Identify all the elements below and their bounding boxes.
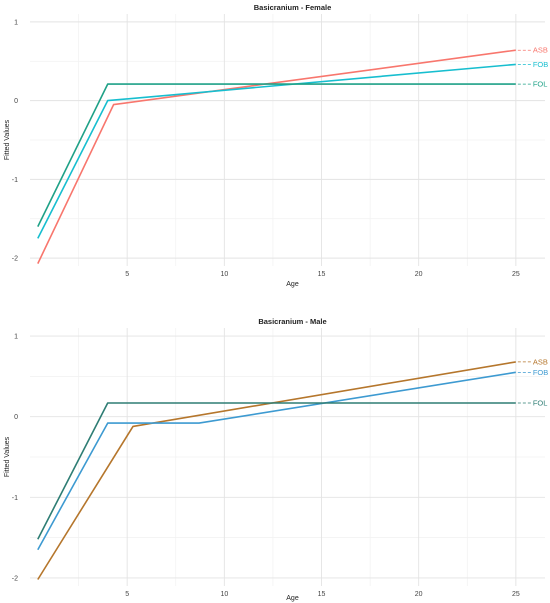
series-line-fob [37, 371, 516, 551]
y-axis-label: Fitted Values [4, 119, 11, 160]
x-tick-label: 25 [512, 591, 520, 598]
series-line-asb [37, 361, 516, 580]
series-label-fob: FOB [533, 60, 548, 69]
y-tick-label: -2 [12, 575, 18, 582]
x-tick-label: 10 [220, 591, 228, 598]
x-tick-label: 15 [318, 271, 326, 278]
series-label-fol: FOL [533, 80, 548, 89]
series-label-asb: ASB [533, 357, 548, 366]
y-tick-label: 1 [14, 334, 18, 341]
series-label-fob: FOB [533, 368, 548, 377]
chart-title: Basicranium - Male [258, 317, 326, 326]
series-line-asb [37, 49, 516, 264]
series-label-asb: ASB [533, 46, 548, 55]
x-tick-label: 10 [220, 271, 228, 278]
x-tick-label: 25 [512, 271, 520, 278]
x-tick-label: 5 [125, 271, 129, 278]
series-line-fol [37, 83, 516, 227]
x-tick-label: 15 [318, 591, 326, 598]
series-line-fol [37, 402, 516, 540]
x-tick-label: 20 [415, 271, 423, 278]
chart-panel-2: Basicranium - Male 5 10 15 20 25 -2 -1 0 1 Age Fitt… [4, 317, 548, 602]
series-label-fol: FOL [533, 398, 548, 407]
chart-panel-1: Basicranium - Female 5 10 15 20 25 -2 -1 0 1 Age Fi… [4, 3, 548, 288]
series-line-fob [37, 63, 516, 239]
y-tick-label: 0 [14, 414, 18, 421]
y-axis-label: Fitted Values [4, 436, 11, 477]
x-tick-label: 5 [125, 591, 129, 598]
x-axis-label: Age [286, 281, 299, 288]
x-axis-label: Age [286, 595, 299, 602]
x-tick-label: 20 [415, 591, 423, 598]
y-tick-label: -1 [12, 177, 18, 184]
y-tick-label: 1 [14, 19, 18, 26]
y-tick-label: 0 [14, 98, 18, 105]
chart-title: Basicranium - Female [254, 3, 332, 12]
y-tick-label: -1 [12, 495, 18, 502]
y-tick-label: -2 [12, 256, 18, 263]
